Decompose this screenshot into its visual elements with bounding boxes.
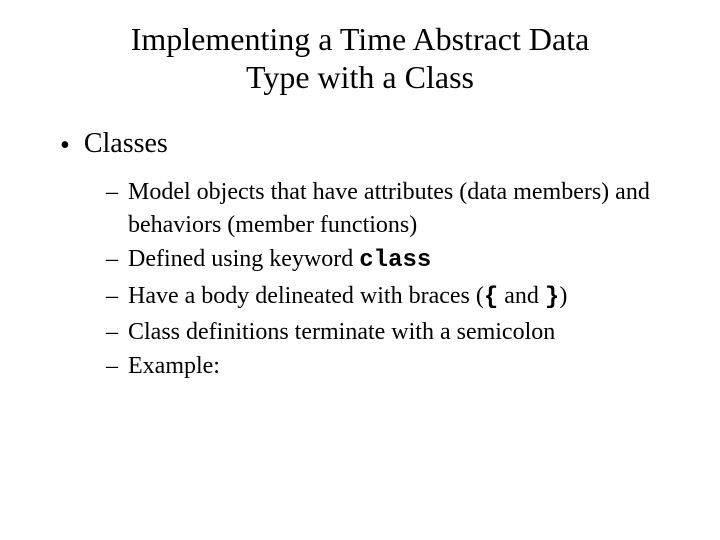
sub-text: Have a body delineated with braces ({ an… <box>128 280 567 314</box>
bullet-item: • Classes <box>60 127 680 163</box>
sub-item: – Have a body delineated with braces ({ … <box>106 280 680 314</box>
dash-icon: – <box>106 243 120 275</box>
brace-open: { <box>484 284 498 311</box>
sub-text-post: ) <box>559 283 567 309</box>
sub-text-pre: Example: <box>128 353 220 379</box>
dash-icon: – <box>106 350 120 382</box>
sub-text: Example: <box>128 350 220 382</box>
brace-close: } <box>545 284 559 311</box>
sub-item: – Defined using keyword class <box>106 243 680 277</box>
sub-text-mid: and <box>498 283 545 309</box>
bullet-text: Classes <box>84 127 168 161</box>
dash-icon: – <box>106 176 120 208</box>
sub-text-pre: Class definitions terminate with a semic… <box>128 319 555 345</box>
sub-text: Class definitions terminate with a semic… <box>128 316 555 348</box>
content-area: • Classes – Model objects that have attr… <box>0 127 720 383</box>
sub-text-pre: Defined using keyword <box>128 246 359 272</box>
sub-text: Model objects that have attributes (data… <box>128 176 680 241</box>
sub-text: Defined using keyword class <box>128 243 431 277</box>
title-line-1: Implementing a Time Abstract Data <box>131 21 590 57</box>
sub-bullet-list: – Model objects that have attributes (da… <box>60 176 680 382</box>
keyword-class: class <box>359 247 431 274</box>
sub-item: – Example: <box>106 350 680 382</box>
sub-text-pre: Have a body delineated with braces ( <box>128 283 484 309</box>
slide-title: Implementing a Time Abstract Data Type w… <box>0 20 720 97</box>
sub-item: – Model objects that have attributes (da… <box>106 176 680 241</box>
dash-icon: – <box>106 280 120 312</box>
bullet-marker-icon: • <box>60 129 70 163</box>
sub-text-pre: Model objects that have attributes (data… <box>128 179 650 237</box>
dash-icon: – <box>106 316 120 348</box>
sub-item: – Class definitions terminate with a sem… <box>106 316 680 348</box>
title-line-2: Type with a Class <box>246 59 474 95</box>
